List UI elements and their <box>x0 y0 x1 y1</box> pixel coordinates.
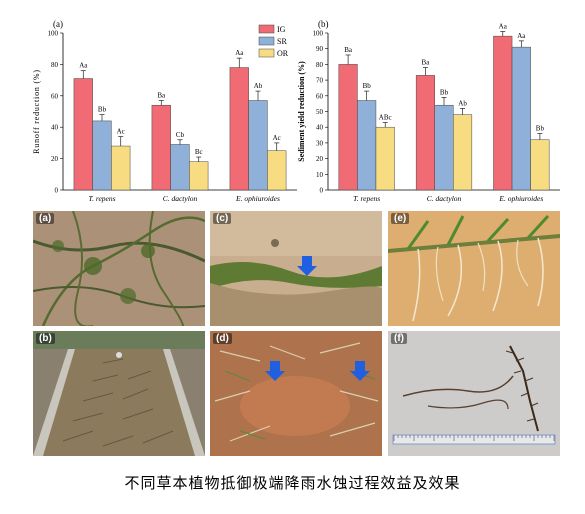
y-tick-label: 0 <box>320 187 324 195</box>
photo-a-label: (a) <box>36 213 55 224</box>
bar <box>493 35 513 191</box>
legend-label: SR <box>277 37 287 46</box>
y-tick-label: 90 <box>316 45 324 53</box>
x-tick-label: C. dactylon <box>163 194 198 203</box>
bar <box>415 75 435 191</box>
significance-label: Ba <box>344 46 353 54</box>
panel-label: (b) <box>318 19 329 29</box>
bar <box>229 67 249 191</box>
legend-label: IG <box>277 25 286 34</box>
y-tick-label: 20 <box>316 155 324 163</box>
y-tick-label: 60 <box>51 92 59 100</box>
x-tick-label: C. dactylon <box>427 194 462 203</box>
y-tick-label: 100 <box>313 30 324 38</box>
bar <box>170 144 190 191</box>
bar <box>267 150 287 191</box>
bar <box>111 145 131 191</box>
y-tick-label: 50 <box>316 108 324 116</box>
significance-label: Aa <box>517 32 526 40</box>
bar <box>92 120 112 191</box>
bar <box>338 64 358 191</box>
significance-label: Aa <box>499 22 508 30</box>
legend-swatch <box>258 48 275 58</box>
significance-label: Bb <box>363 82 372 90</box>
significance-label: Ab <box>458 99 467 107</box>
photo-f: (f) <box>388 331 560 456</box>
y-axis-label: Sediment yield reduction (%) <box>297 61 306 162</box>
significance-label: Bc <box>195 148 203 156</box>
legend-label: OR <box>277 49 289 58</box>
bar <box>434 104 454 191</box>
photo-e-label: (e) <box>391 213 410 224</box>
x-tick-label: T. repens <box>353 194 380 203</box>
significance-label: Ac <box>117 128 125 136</box>
bar <box>357 100 377 191</box>
photo-e: (e) <box>388 211 560 326</box>
bar <box>511 46 531 191</box>
figure-caption: 不同草本植物抵御极端降雨水蚀过程效益及效果 <box>124 474 461 492</box>
bar <box>73 78 93 191</box>
legend: IG SR OR <box>258 24 289 58</box>
bar <box>530 139 550 191</box>
significance-label: Cb <box>176 131 185 139</box>
y-tick-label: 0 <box>55 187 59 195</box>
y-tick-label: 80 <box>316 61 324 69</box>
significance-label: Bb <box>440 88 449 96</box>
photo-b-label: (b) <box>36 333 55 344</box>
significance-label: Bb <box>536 124 545 132</box>
significance-label: Ac <box>273 134 281 142</box>
photo-f-label: (f) <box>391 333 407 344</box>
significance-label: Aa <box>235 49 244 57</box>
bar <box>248 100 268 191</box>
chart-b: 0 10 20 30 40 50 60 70 80 90 100 Sediment yield red… <box>297 19 560 203</box>
bar <box>189 161 209 191</box>
y-tick-label: 30 <box>316 139 324 147</box>
bar <box>453 114 473 191</box>
photo-d-label: (d) <box>213 333 232 344</box>
significance-label: Ba <box>422 59 431 67</box>
y-tick-label: 20 <box>51 155 59 163</box>
significance-label: Aa <box>79 62 88 70</box>
x-tick-label: E. ophiuroides <box>498 194 543 203</box>
bar <box>375 126 395 191</box>
significance-label: Ab <box>254 82 263 90</box>
legend-swatch <box>258 36 275 46</box>
y-tick-label: 100 <box>48 30 59 38</box>
y-tick-label: 60 <box>316 92 324 100</box>
y-tick-label: 40 <box>51 124 59 132</box>
photo-a: (a) <box>33 211 205 326</box>
y-tick-label: 40 <box>316 124 324 132</box>
significance-label: Ba <box>157 92 166 100</box>
y-tick-label: 70 <box>316 77 324 85</box>
y-axis-label: Runoff reduction (%) <box>32 69 41 154</box>
photo-c: (c) <box>210 211 382 326</box>
panel-label: (a) <box>53 19 63 29</box>
significance-label: Bb <box>98 106 107 114</box>
y-tick-label: 80 <box>51 61 59 69</box>
legend-swatch <box>258 24 275 34</box>
significance-label: ABc <box>379 113 392 121</box>
chart-a: 0 20 40 60 80 100 Runoff reduction (%) (a) Aa Bb A… <box>32 19 297 203</box>
photo-d: (d) <box>210 331 382 456</box>
bar <box>151 104 171 191</box>
photo-b: (b) <box>33 331 205 456</box>
x-tick-label: E. ophiuroides <box>235 194 280 203</box>
photo-c-label: (c) <box>213 213 232 224</box>
y-tick-label: 10 <box>316 171 324 179</box>
x-tick-label: T. repens <box>88 194 115 203</box>
